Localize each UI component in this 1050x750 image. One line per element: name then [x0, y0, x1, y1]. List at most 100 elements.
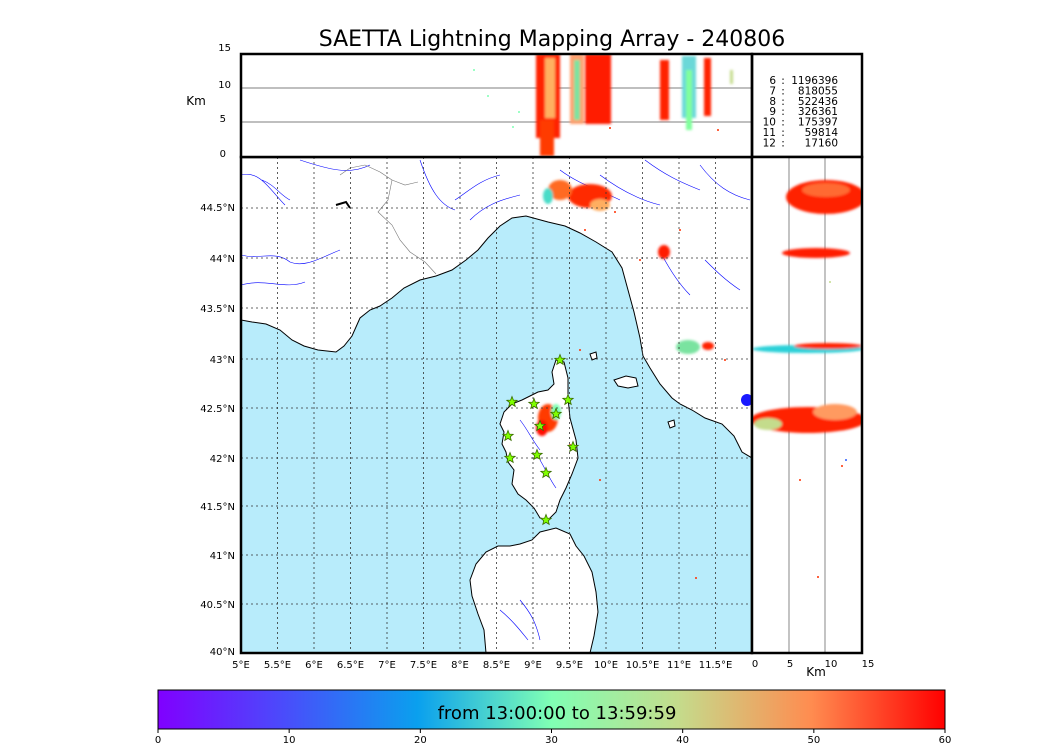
source-count: 522436 — [798, 96, 838, 108]
radar-blob — [741, 394, 752, 406]
alt-ytick: 15 — [218, 43, 231, 54]
source-count: 326361 — [798, 106, 838, 118]
side-panel — [752, 157, 862, 653]
lat-tick: 42°N — [210, 454, 235, 465]
lightning-clusters-map — [536, 180, 714, 436]
lat-tick: 40°N — [210, 647, 235, 658]
lat-tick: 41.5°N — [200, 502, 235, 513]
lon-tick: 6.5°E — [337, 660, 364, 671]
separator: : — [781, 85, 785, 97]
lightning-columns-side — [752, 180, 862, 433]
elba-island — [613, 375, 639, 389]
longitude-ticks: 5°E 5.5°E 6°E 6.5°E 7°E 7.5°E 8°E 8.5°E … — [232, 660, 732, 671]
star-icon — [501, 429, 515, 442]
station-count-table: 6:11963967:8180558:5224369:32636110:1753… — [763, 75, 839, 149]
separator: : — [781, 96, 785, 108]
station-number: 11 — [763, 127, 776, 139]
corsica-island — [499, 359, 579, 521]
colorbar — [157, 689, 946, 730]
lat-tick: 44.5°N — [200, 203, 235, 214]
star-icon — [533, 419, 547, 432]
borders — [339, 164, 437, 275]
source-count: 818055 — [798, 85, 838, 97]
station-number: 12 — [763, 137, 776, 149]
separator: : — [781, 75, 785, 87]
lat-tick: 42.5°N — [200, 404, 235, 415]
lon-tick: 8°E — [451, 660, 469, 671]
scatter-dots-map — [569, 211, 726, 579]
lon-tick: 11°E — [667, 660, 691, 671]
star-icon — [561, 393, 575, 406]
colorbar-tick-label: 60 — [939, 735, 952, 746]
lat-tick: 40.5°N — [200, 600, 235, 611]
scatter-dots-side — [799, 281, 847, 578]
colorbar-tick-label: 40 — [676, 735, 689, 746]
lon-tick: 5.5°E — [264, 660, 291, 671]
scatter-dots-altitude — [473, 69, 719, 131]
station-number: 10 — [763, 117, 776, 129]
lon-tick: 9°E — [524, 660, 542, 671]
source-count: 1196396 — [791, 75, 838, 87]
station-number: 8 — [769, 96, 776, 108]
lon-tick: 7°E — [378, 660, 396, 671]
source-count: 17160 — [805, 137, 838, 149]
side-xtick: 0 — [752, 659, 758, 670]
star-icon — [549, 407, 563, 420]
colorbar-label: from 13:00:00 to 13:59:59 — [438, 703, 677, 724]
lma-stations — [501, 353, 580, 526]
alt-ytick: 0 — [220, 149, 226, 160]
separator: : — [781, 127, 785, 139]
side-frame — [750, 155, 864, 655]
star-icon — [553, 353, 567, 366]
capraia-island — [589, 351, 598, 361]
lat-tick: 44°N — [210, 254, 235, 265]
colorbar-tick-label: 30 — [545, 735, 558, 746]
star-icon — [566, 440, 580, 453]
star-icon — [527, 397, 541, 410]
lightning-columns-altitude — [536, 54, 733, 156]
lat-tick: 43°N — [210, 355, 235, 366]
lat-tick: 43.5°N — [200, 304, 235, 315]
lon-tick: 8.5°E — [483, 660, 510, 671]
station-number: 9 — [769, 106, 776, 118]
star-icon — [503, 451, 517, 464]
lon-tick: 7.5°E — [410, 660, 437, 671]
lon-tick: 6°E — [305, 660, 323, 671]
side-xlabel: Km — [806, 665, 826, 679]
lon-tick: 9.5°E — [556, 660, 583, 671]
side-xtick: 10 — [825, 659, 838, 670]
colorbar-tick-label: 0 — [155, 735, 161, 746]
source-count: 59814 — [805, 127, 839, 139]
star-icon — [505, 395, 519, 408]
map-grid — [241, 157, 752, 653]
sardinia-island — [469, 527, 599, 653]
side-xtick: 15 — [862, 659, 875, 670]
separator: : — [781, 106, 785, 118]
star-icon — [530, 448, 544, 461]
source-count: 175397 — [798, 117, 838, 129]
altitude-ylabel: Km — [186, 94, 206, 108]
station-number: 7 — [769, 85, 776, 97]
star-icon — [539, 466, 553, 479]
colorbar-ticks: 0 10 20 30 40 50 60 — [155, 729, 952, 746]
side-xtick: 5 — [787, 659, 793, 670]
map-panel — [241, 157, 752, 653]
lon-tick: 5°E — [232, 660, 250, 671]
mainland-landmass — [241, 157, 752, 459]
latitude-ticks: 44.5°N 44°N 43.5°N 43°N 42.5°N 42°N 41.5… — [200, 203, 235, 658]
lat-tick: 41°N — [210, 551, 235, 562]
lon-tick: 10.5°E — [626, 660, 660, 671]
giglio-island — [667, 419, 676, 429]
chart-title: SAETTA Lightning Mapping Array - 240806 — [319, 27, 786, 52]
station-number: 6 — [769, 75, 776, 87]
lon-tick: 10°E — [594, 660, 618, 671]
colorbar-tick-label: 20 — [414, 735, 427, 746]
alt-ytick: 5 — [220, 114, 226, 125]
altitude-panel — [241, 54, 752, 157]
lon-tick: 11.5°E — [699, 660, 733, 671]
separator: : — [781, 137, 785, 149]
colorbar-tick-label: 50 — [807, 735, 820, 746]
star-icon — [539, 513, 553, 526]
separator: : — [781, 117, 785, 129]
